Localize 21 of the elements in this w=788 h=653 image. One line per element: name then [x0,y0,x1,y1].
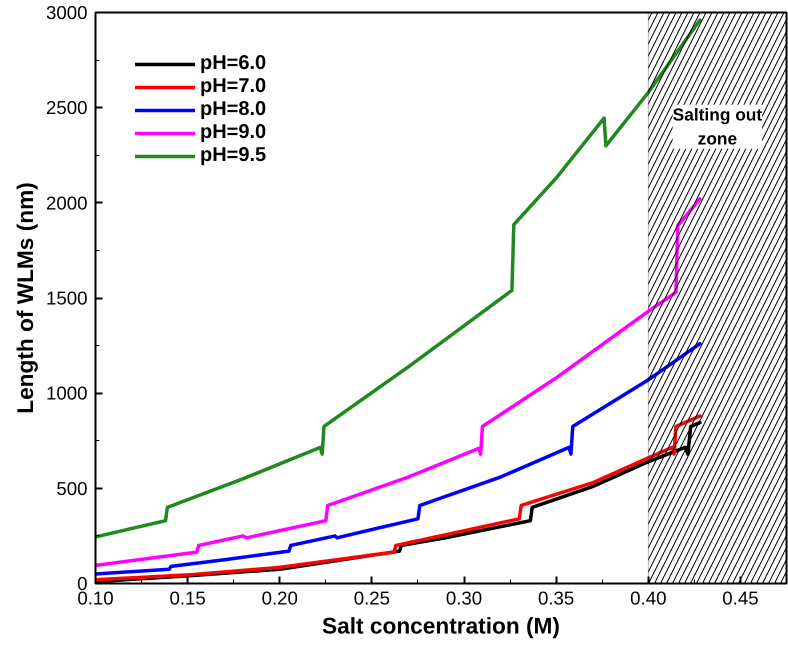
legend-label: pH=9.0 [200,121,266,144]
legend-label: pH=7.0 [200,75,266,98]
x-tick-label: 0.35 [538,588,574,608]
y-tick-label: 3000 [46,2,88,23]
y-tick-label: 2000 [46,192,88,214]
x-tick-label: 0.40 [630,588,666,608]
y-tick-label: 500 [56,478,88,499]
x-tick-label: 0.30 [446,588,482,608]
legend-label: pH=9.5 [200,144,266,167]
x-tick-label: 0.15 [169,588,206,608]
y-tick-label: 2500 [46,97,88,118]
y-tick-label: 1000 [46,382,88,404]
x-axis-title: Salt concentration (M) [322,612,560,638]
x-tick-label: 0.25 [354,588,390,608]
legend-label: pH=8.0 [200,98,266,121]
y-tick-label: 1500 [46,288,88,308]
x-tick-label: 0.20 [262,588,298,608]
x-tick-label: 0.45 [722,588,759,608]
legend-label: pH=6.0 [200,52,266,75]
y-axis-title: Length of WLMs (nm) [12,182,38,414]
band-label: Salting out zone [672,104,762,149]
